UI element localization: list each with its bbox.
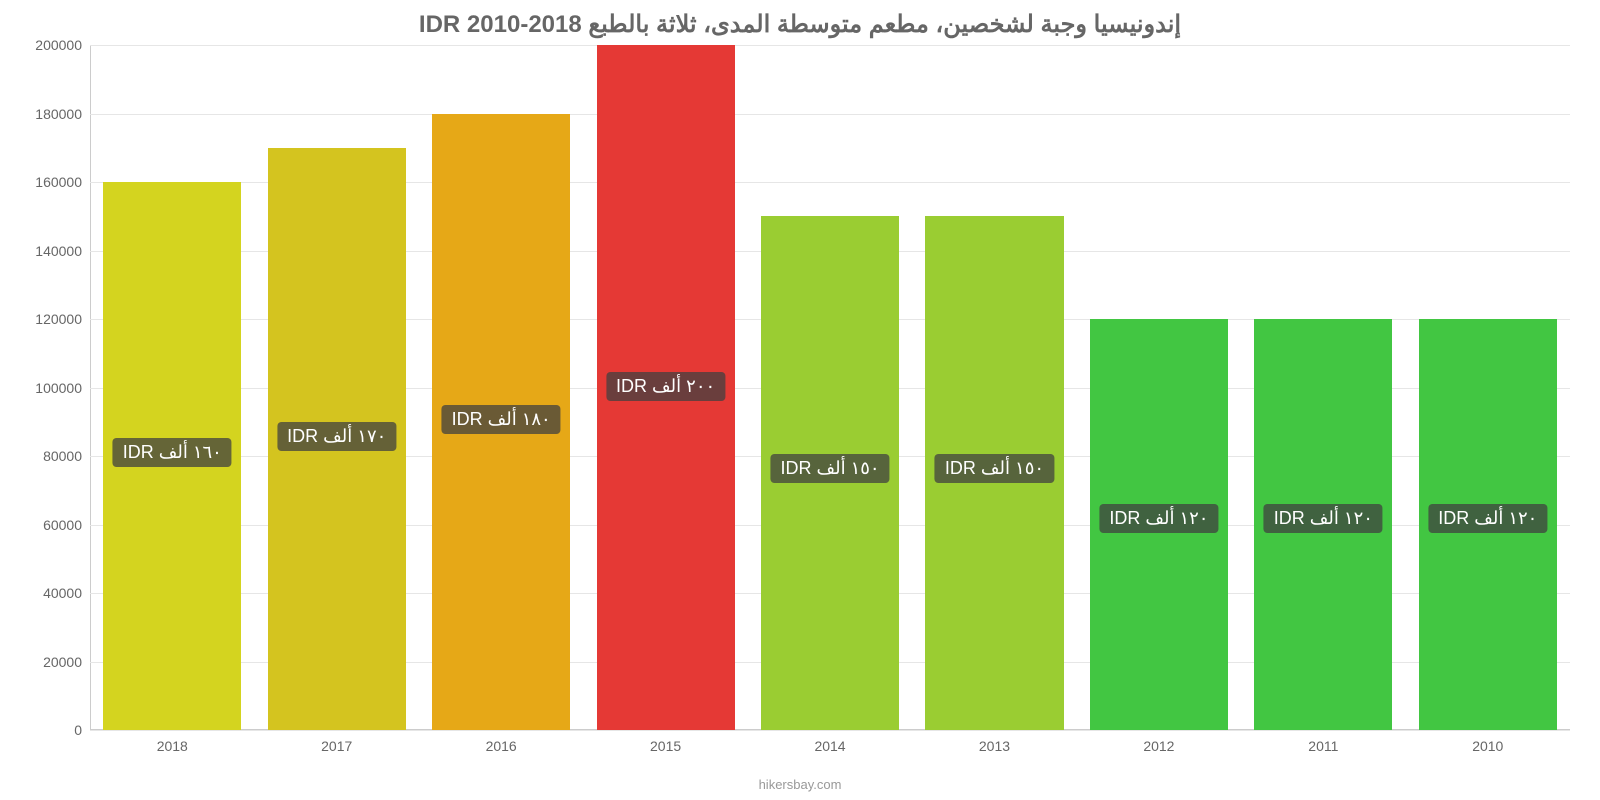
chart-title: إندونيسيا وجبة لشخصين، مطعم متوسطة المدى… <box>0 10 1600 39</box>
plot-area: 0200004000060000800001000001200001400001… <box>90 45 1570 730</box>
data-label: ١٧٠ ألف IDR <box>277 422 396 451</box>
data-label: ١٥٠ ألف IDR <box>770 454 889 483</box>
x-tick-label: 2013 <box>979 738 1010 754</box>
bar-slot: ١٥٠ ألف IDR2014 <box>748 45 912 730</box>
y-tick-label: 100000 <box>35 380 82 396</box>
y-tick-label: 160000 <box>35 174 82 190</box>
data-label: ١٦٠ ألف IDR <box>113 438 232 467</box>
y-tick-label: 60000 <box>43 517 82 533</box>
chart-container: إندونيسيا وجبة لشخصين، مطعم متوسطة المدى… <box>0 0 1600 800</box>
gridline <box>90 730 1570 731</box>
bar-slot: ١٢٠ ألف IDR2011 <box>1241 45 1405 730</box>
bar-slot: ١٢٠ ألف IDR2010 <box>1406 45 1570 730</box>
y-tick-label: 200000 <box>35 37 82 53</box>
y-tick-label: 40000 <box>43 585 82 601</box>
y-tick-label: 20000 <box>43 654 82 670</box>
x-tick-label: 2012 <box>1143 738 1174 754</box>
bar-slot: ١٧٠ ألف IDR2017 <box>255 45 419 730</box>
attribution: hikersbay.com <box>0 777 1600 792</box>
bars-layer: ١٢٠ ألف IDR2010١٢٠ ألف IDR2011١٢٠ ألف ID… <box>90 45 1570 730</box>
y-tick-label: 140000 <box>35 243 82 259</box>
bar-slot: ١٦٠ ألف IDR2018 <box>90 45 254 730</box>
y-tick-label: 80000 <box>43 448 82 464</box>
data-label: ٢٠٠ ألف IDR <box>606 372 725 401</box>
x-tick-label: 2015 <box>650 738 681 754</box>
y-tick-label: 180000 <box>35 106 82 122</box>
bar-slot: ٢٠٠ ألف IDR2015 <box>583 45 747 730</box>
bar-slot: ١٥٠ ألف IDR2013 <box>912 45 1076 730</box>
data-label: ١٢٠ ألف IDR <box>1099 504 1218 533</box>
data-label: ١٥٠ ألف IDR <box>935 454 1054 483</box>
y-tick-label: 120000 <box>35 311 82 327</box>
x-tick-label: 2016 <box>486 738 517 754</box>
data-label: ١٢٠ ألف IDR <box>1428 504 1547 533</box>
bar-slot: ١٢٠ ألف IDR2012 <box>1077 45 1241 730</box>
x-tick-label: 2010 <box>1472 738 1503 754</box>
y-tick-label: 0 <box>74 722 82 738</box>
x-tick-label: 2011 <box>1308 738 1338 754</box>
x-tick-label: 2018 <box>157 738 188 754</box>
data-label: ١٢٠ ألف IDR <box>1264 504 1383 533</box>
x-tick-label: 2017 <box>321 738 352 754</box>
bar-slot: ١٨٠ ألف IDR2016 <box>419 45 583 730</box>
x-tick-label: 2014 <box>814 738 845 754</box>
data-label: ١٨٠ ألف IDR <box>442 405 561 434</box>
